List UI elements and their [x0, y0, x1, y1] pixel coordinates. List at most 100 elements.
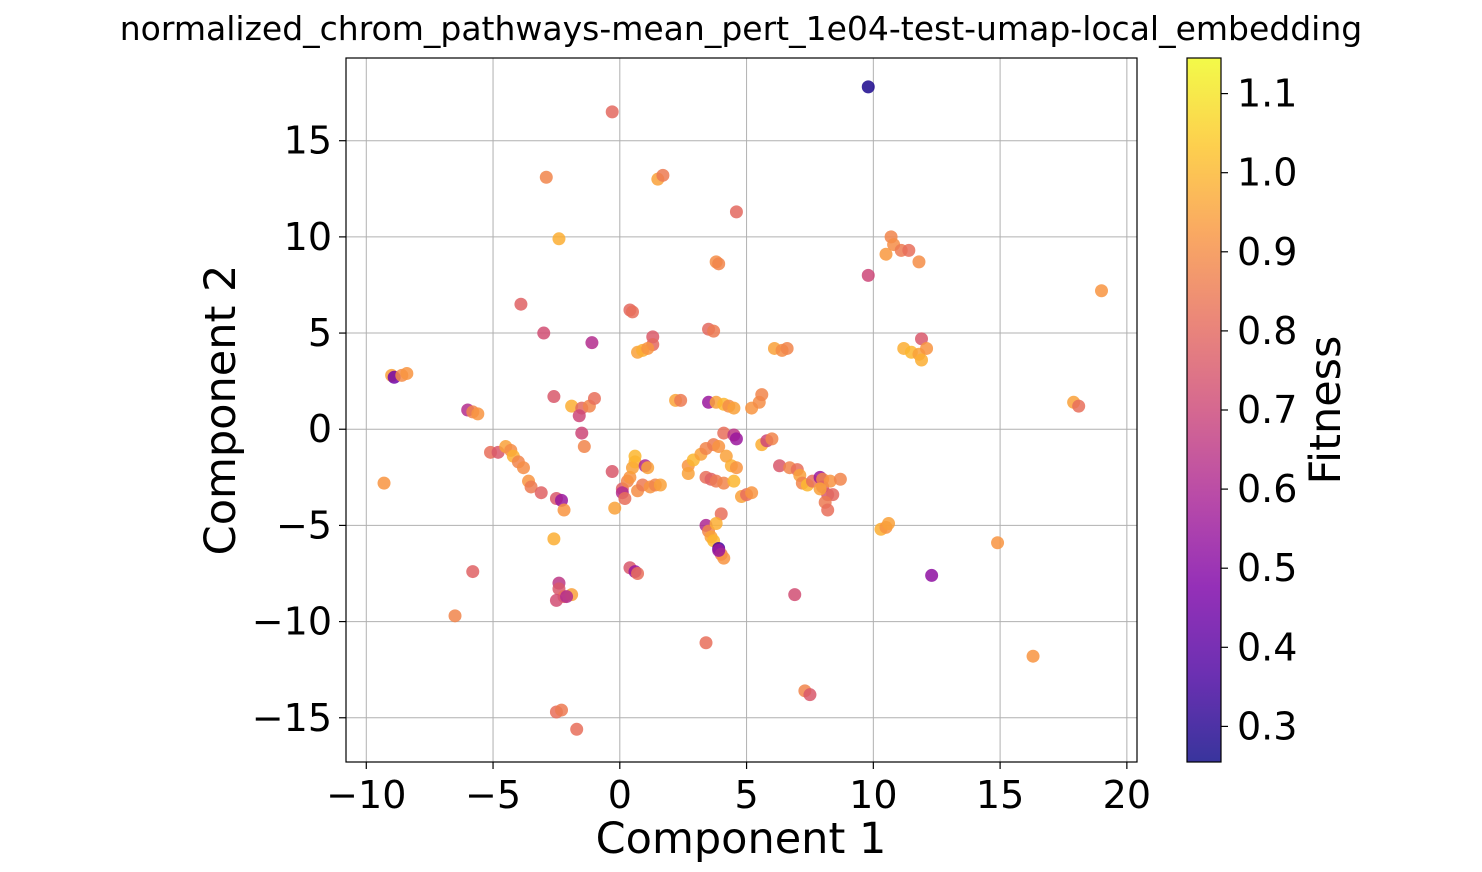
data-point [537, 326, 551, 340]
data-point [625, 305, 639, 319]
plot-frame [345, 57, 1138, 763]
colorbar-label: Fitness [1301, 336, 1351, 485]
data-point [821, 503, 835, 517]
data-point [861, 268, 875, 282]
data-point [575, 426, 589, 440]
y-tick-label: 5 [308, 311, 332, 355]
y-tick-label: 15 [284, 119, 332, 163]
data-point [471, 407, 485, 421]
data-point [714, 507, 728, 521]
data-point [912, 255, 926, 269]
data-point [377, 476, 391, 490]
y-tick-label: −10 [252, 600, 332, 644]
x-tick-label: 10 [849, 773, 897, 817]
data-point [729, 432, 743, 446]
colorbar-ticks: 0.3 0.4 0.5 0.6 0.7 0.8 0.9 1.0 1.1 [1221, 72, 1297, 748]
data-point [552, 232, 566, 246]
colorbar-tick-label: 0.3 [1237, 704, 1297, 748]
data-point [554, 703, 568, 717]
x-tick-label: 15 [976, 773, 1024, 817]
data-point [833, 472, 847, 486]
data-point [549, 593, 563, 607]
x-tick-label: −10 [326, 773, 406, 817]
data-point [605, 105, 619, 119]
data-point [656, 168, 670, 182]
data-point [400, 366, 414, 380]
y-tick-label: −5 [276, 503, 332, 547]
data-point [585, 336, 599, 350]
data-point [717, 426, 731, 440]
data-point [803, 688, 817, 702]
colorbar-tick-label: 0.9 [1237, 230, 1297, 274]
colorbar-tick-label: 0.8 [1237, 309, 1297, 353]
scatter-points [377, 80, 1109, 736]
data-point [902, 243, 916, 257]
data-point [915, 332, 929, 346]
y-axis-label: Component 2 [196, 265, 246, 556]
data-point [699, 636, 713, 650]
data-point [915, 353, 929, 367]
data-point [861, 80, 875, 94]
data-point [729, 461, 743, 475]
data-point [565, 399, 579, 413]
data-point [879, 247, 893, 261]
y-tick-label: 10 [284, 215, 332, 259]
data-point [570, 722, 584, 736]
data-point [587, 391, 601, 405]
data-point [539, 170, 553, 184]
data-point [707, 324, 721, 338]
data-point [991, 536, 1005, 550]
x-axis-ticks: −10 −5 0 5 10 15 20 [326, 762, 1151, 817]
data-point [712, 440, 726, 454]
plot-area [345, 57, 1138, 763]
y-tick-label: −15 [252, 696, 332, 740]
data-point [674, 393, 688, 407]
data-point [727, 474, 741, 488]
data-point [514, 297, 528, 311]
data-point [780, 341, 794, 355]
data-point [534, 486, 548, 500]
data-point [882, 516, 896, 530]
data-point [631, 566, 645, 580]
data-point [524, 480, 538, 494]
colorbar-tick-label: 1.0 [1237, 151, 1297, 195]
data-point [813, 482, 827, 496]
y-tick-label: 0 [308, 407, 332, 451]
x-tick-label: −5 [465, 773, 521, 817]
data-point [618, 491, 632, 505]
colorbar-tick-label: 1.1 [1237, 72, 1297, 116]
colorbar-tick-label: 0.6 [1237, 467, 1297, 511]
grid-lines [346, 58, 1137, 762]
data-point [608, 501, 622, 515]
data-point [920, 341, 934, 355]
data-point [709, 516, 723, 530]
data-point [727, 401, 741, 415]
data-point [755, 388, 769, 402]
data-point [712, 257, 726, 271]
data-point [681, 466, 695, 480]
colorbar-tick-label: 0.7 [1237, 388, 1297, 432]
colorbar-gradient [1187, 58, 1221, 762]
data-point [653, 478, 667, 492]
data-point [547, 390, 561, 404]
data-point [641, 461, 655, 475]
data-point [557, 503, 571, 517]
chart-title: normalized_chrom_pathways-mean_pert_1e04… [120, 9, 1362, 48]
colorbar: 0.3 0.4 0.5 0.6 0.7 0.8 0.9 1.0 1.1 Fitness [1186, 57, 1351, 763]
data-point [572, 409, 586, 423]
x-tick-label: 5 [734, 773, 758, 817]
data-point [641, 341, 655, 355]
data-point [628, 449, 642, 463]
data-point [1026, 649, 1040, 663]
data-point [1095, 284, 1109, 298]
data-point [547, 532, 561, 546]
data-point [788, 588, 802, 602]
x-tick-label: 20 [1103, 773, 1151, 817]
data-point [577, 440, 591, 454]
data-point [745, 486, 759, 500]
data-point [448, 609, 462, 623]
data-point [729, 205, 743, 219]
data-point [719, 449, 733, 463]
data-point [773, 459, 787, 473]
